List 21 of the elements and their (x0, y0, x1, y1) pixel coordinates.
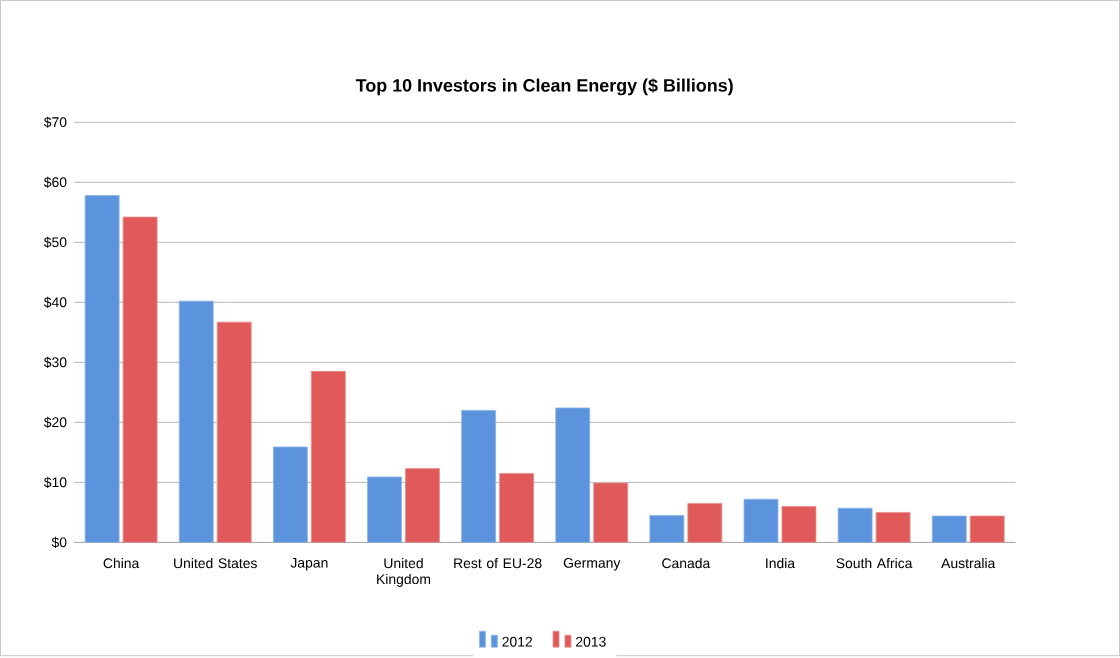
bar (687, 503, 723, 543)
bar (405, 468, 440, 543)
bar (931, 515, 967, 543)
bar (743, 499, 779, 543)
bar (122, 216, 158, 543)
bar (781, 506, 817, 543)
bar (461, 410, 497, 543)
bar (837, 508, 873, 543)
bar (969, 515, 1005, 543)
bar (84, 195, 120, 543)
chart-title: Top 10 Investors in Clean Energy ($ Billions) (355, 78, 733, 96)
bar (216, 322, 252, 543)
bar (367, 476, 402, 543)
bar (272, 446, 308, 543)
bar (593, 482, 629, 543)
bar (310, 371, 346, 543)
bar (555, 407, 591, 543)
bar (875, 512, 911, 543)
bar (499, 473, 534, 543)
bar (649, 515, 685, 543)
bar (178, 300, 214, 543)
